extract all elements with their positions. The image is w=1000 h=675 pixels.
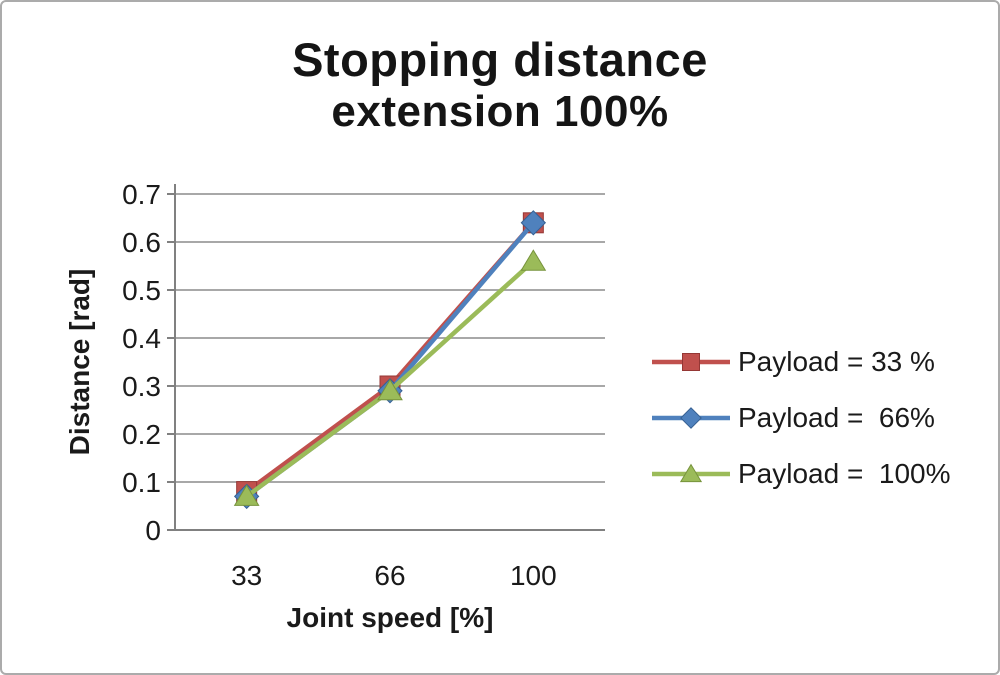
series-marker-diamond <box>520 210 547 236</box>
y-tick-label: 0.6 <box>122 227 161 258</box>
series-marker-triangle <box>377 378 403 401</box>
legend-item-payload-66: Payload = 66% <box>650 400 951 436</box>
series-line <box>245 221 536 494</box>
x-axis-title: Joint speed [%] <box>286 602 494 633</box>
legend-item-payload-33: Payload = 33 % <box>650 344 951 380</box>
legend-marker-square-icon <box>652 353 730 371</box>
series-marker-triangle <box>520 249 547 271</box>
x-tick-label: 66 <box>374 560 405 591</box>
legend: Payload = 33 % Payload = 66% Payload = 1… <box>650 344 951 492</box>
y-tick-label: 0.4 <box>122 323 161 354</box>
series-marker-triangle <box>233 484 260 506</box>
legend-label-payload-66: Payload = 66% <box>738 402 935 433</box>
series-line <box>245 221 536 499</box>
y-tick-label: 0 <box>145 515 161 546</box>
y-tick-label: 0.5 <box>122 275 161 306</box>
chart-title: Stopping distance extension 100% <box>2 32 998 137</box>
legend-label-payload-100: Payload = 100% <box>738 458 951 489</box>
y-tick-label: 0.2 <box>122 419 161 450</box>
legend-marker-diamond-icon <box>652 407 730 429</box>
series-marker-triangle <box>679 463 703 483</box>
chart-title-line2: extension 100% <box>331 87 669 137</box>
legend-marker-triangle-icon <box>652 463 730 483</box>
series-marker-square <box>682 353 700 371</box>
y-tick-label: 0.7 <box>122 179 161 210</box>
series-marker-diamond <box>680 407 702 429</box>
legend-label-payload-33: Payload = 33 % <box>738 346 935 377</box>
chart-title-line1: Stopping distance <box>292 33 708 86</box>
y-tick-label: 0.1 <box>122 467 161 498</box>
plot-area: 0 0.1 0.2 0.3 0.4 0.5 0.6 0.7 33 66 100 <box>122 179 605 591</box>
legend-item-payload-100: Payload = 100% <box>650 456 951 492</box>
x-tick-label: 33 <box>231 560 262 591</box>
y-tick-label: 0.3 <box>122 371 161 402</box>
x-tick-label: 100 <box>510 560 557 591</box>
